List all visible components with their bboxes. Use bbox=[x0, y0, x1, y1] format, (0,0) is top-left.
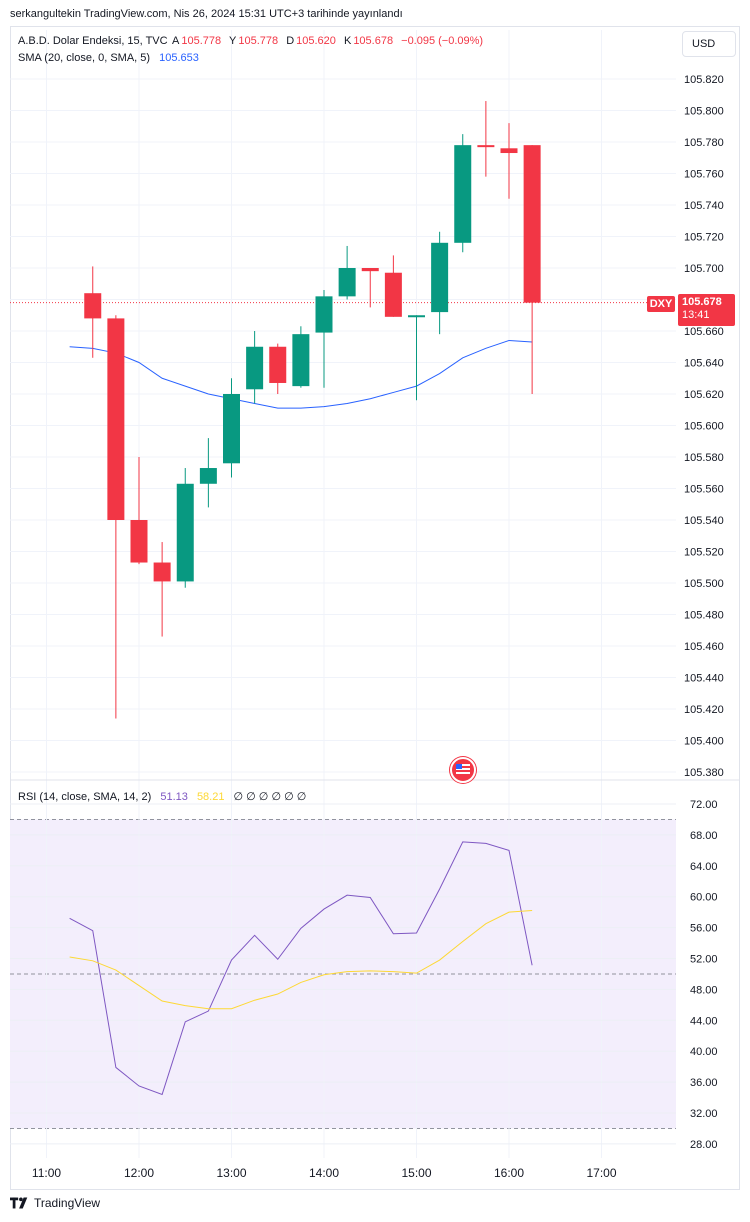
rsi-label: RSI (14, close, SMA, 14, 2) bbox=[18, 791, 152, 803]
y-tick-label: 105.760 bbox=[684, 169, 724, 181]
rsi-tick-label: 52.00 bbox=[690, 954, 718, 966]
x-tick-label: 16:00 bbox=[494, 1166, 524, 1180]
candle-up bbox=[176, 483, 194, 582]
y-tick-label: 105.460 bbox=[684, 641, 724, 653]
candle-down bbox=[361, 268, 379, 272]
high-label: Y bbox=[229, 35, 237, 47]
y-tick-label: 105.480 bbox=[684, 610, 724, 622]
rsi-tick-label: 68.00 bbox=[690, 830, 718, 842]
candle-up bbox=[292, 334, 310, 387]
bar-countdown: 13:41 bbox=[682, 309, 710, 321]
sma-legend: SMA (20, close, 0, SMA, 5) 105.653 bbox=[18, 52, 201, 64]
y-tick-label: 105.720 bbox=[684, 232, 724, 244]
candle-down bbox=[130, 520, 148, 563]
candle-down bbox=[477, 145, 495, 148]
candle-up bbox=[246, 346, 264, 390]
y-tick-label: 105.580 bbox=[684, 452, 724, 464]
open-label: A bbox=[172, 35, 180, 47]
rsi-tick-label: 60.00 bbox=[690, 892, 718, 904]
candle-down bbox=[523, 145, 541, 303]
x-tick-label: 14:00 bbox=[309, 1166, 339, 1180]
rsi-ma-value: 58.21 bbox=[196, 791, 225, 803]
rsi-tick-label: 32.00 bbox=[690, 1108, 718, 1120]
y-tick-label: 105.780 bbox=[684, 137, 724, 149]
sma-label: SMA (20, close, 0, SMA, 5) bbox=[18, 52, 151, 64]
rsi-tick-label: 64.00 bbox=[690, 861, 718, 873]
rsi-tick-label: 40.00 bbox=[690, 1046, 718, 1058]
candle-up bbox=[338, 268, 356, 297]
last-price-tag: 105.678 13:41 bbox=[678, 294, 735, 326]
last-price-value: 105.678 bbox=[682, 296, 722, 308]
candle-down bbox=[500, 148, 518, 154]
candle-up bbox=[454, 145, 472, 243]
change-value: −0.095 (−0.09%) bbox=[401, 35, 484, 47]
low-label: D bbox=[286, 35, 295, 47]
close-value: 105.678 bbox=[353, 35, 394, 47]
low-value: 105.620 bbox=[296, 35, 336, 47]
candle-up bbox=[223, 394, 240, 464]
y-tick-label: 105.820 bbox=[684, 74, 724, 86]
y-tick-label: 105.800 bbox=[684, 106, 724, 118]
y-tick-label: 105.560 bbox=[684, 484, 724, 496]
y-tick-label: 105.740 bbox=[684, 200, 724, 212]
rsi-tick-label: 56.00 bbox=[690, 923, 718, 935]
y-tick-label: 105.520 bbox=[684, 547, 724, 559]
rsi-tick-label: 48.00 bbox=[690, 984, 718, 996]
close-label: K bbox=[343, 35, 352, 47]
currency-button[interactable]: USD bbox=[682, 31, 736, 57]
y-tick-label: 105.660 bbox=[684, 326, 724, 338]
candle-down bbox=[107, 318, 125, 520]
tradingview-logo-icon bbox=[10, 1197, 28, 1209]
sma-value: 105.653 bbox=[159, 52, 199, 64]
symbol-price-tag: DXY bbox=[647, 296, 675, 312]
x-tick-label: 12:00 bbox=[124, 1166, 154, 1180]
y-tick-label: 105.620 bbox=[684, 389, 724, 401]
rsi-ma-line bbox=[69, 910, 533, 1010]
us-flag-icon[interactable] bbox=[450, 757, 476, 783]
candle-up bbox=[199, 468, 217, 484]
candle-down bbox=[153, 562, 171, 582]
rsi-line bbox=[69, 841, 533, 1096]
candle-down bbox=[384, 272, 402, 317]
main-legend: A.B.D. Dolar Endeksi, 15, TVC A 105.778 Y… bbox=[18, 35, 485, 47]
y-tick-label: 105.540 bbox=[684, 515, 724, 527]
y-tick-label: 105.640 bbox=[684, 358, 724, 370]
chart-frame bbox=[10, 26, 740, 1190]
candle-down bbox=[269, 346, 287, 383]
rsi-tick-label: 44.00 bbox=[690, 1015, 718, 1027]
rsi-tick-label: 36.00 bbox=[690, 1077, 718, 1089]
rsi-value: 51.13 bbox=[160, 791, 188, 803]
high-value: 105.778 bbox=[238, 35, 279, 47]
x-tick-label: 17:00 bbox=[586, 1166, 616, 1180]
y-tick-label: 105.440 bbox=[684, 673, 724, 685]
y-tick-label: 105.500 bbox=[684, 578, 724, 590]
y-tick-label: 105.380 bbox=[684, 767, 724, 779]
x-tick-label: 11:00 bbox=[32, 1166, 61, 1180]
rsi-tick-label: 72.00 bbox=[690, 799, 718, 811]
x-tick-label: 15:00 bbox=[401, 1166, 431, 1180]
candle-up bbox=[408, 315, 425, 318]
y-tick-label: 105.700 bbox=[684, 263, 724, 275]
publish-info: serkangultekin TradingView.com, Nis 26, … bbox=[10, 8, 403, 20]
sma-line bbox=[69, 339, 533, 409]
open-value: 105.778 bbox=[181, 35, 222, 47]
candle-up bbox=[315, 296, 333, 333]
y-tick-label: 105.420 bbox=[684, 704, 724, 716]
y-tick-label: 105.400 bbox=[684, 736, 724, 748]
candle-down bbox=[84, 293, 102, 319]
rsi-empty-values: ∅ ∅ ∅ ∅ ∅ ∅ bbox=[233, 791, 307, 803]
x-tick-label: 13:00 bbox=[216, 1166, 246, 1180]
rsi-legend: RSI (14, close, SMA, 14, 2) 51.13 58.21 … bbox=[18, 790, 308, 803]
y-tick-label: 105.600 bbox=[684, 421, 724, 433]
candle-up bbox=[431, 242, 449, 313]
rsi-tick-label: 28.00 bbox=[690, 1139, 718, 1151]
symbol-label: A.B.D. Dolar Endeksi, 15, TVC bbox=[18, 35, 168, 47]
footer-brand: TradingView bbox=[34, 1196, 101, 1210]
footer: TradingView bbox=[10, 1196, 100, 1210]
